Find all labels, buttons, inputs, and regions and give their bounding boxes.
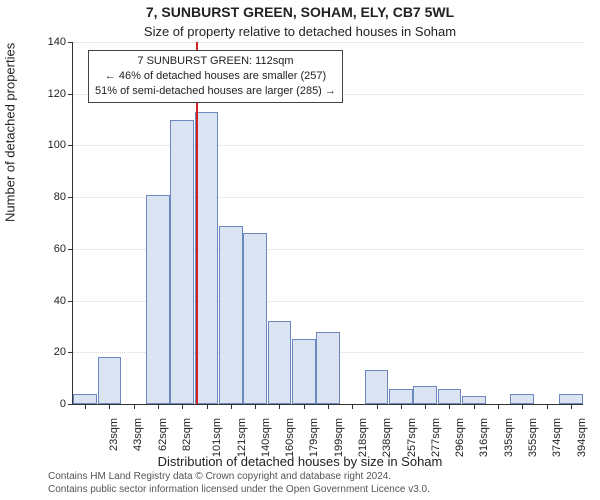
annotation-line: ← 46% of detached houses are smaller (25… bbox=[95, 69, 336, 84]
y-axis-label: Number of detached properties bbox=[3, 43, 18, 222]
attribution-line-2: Contains public sector information licen… bbox=[48, 484, 430, 497]
histogram-bar bbox=[438, 389, 462, 405]
x-tick-mark bbox=[401, 404, 402, 409]
annotation-line: 51% of semi-detached houses are larger (… bbox=[95, 84, 336, 99]
histogram-bar bbox=[243, 233, 267, 404]
histogram-bar bbox=[316, 332, 340, 404]
histogram-bar bbox=[365, 370, 389, 404]
x-tick-mark bbox=[571, 404, 572, 409]
x-tick-mark bbox=[279, 404, 280, 409]
x-tick-mark bbox=[231, 404, 232, 409]
x-tick-label: 121sqm bbox=[236, 418, 248, 457]
x-tick-label: 43sqm bbox=[132, 418, 144, 451]
x-tick-label: 277sqm bbox=[430, 418, 442, 457]
x-tick-label: 238sqm bbox=[381, 418, 393, 457]
histogram-bar bbox=[146, 195, 170, 404]
histogram-bar bbox=[413, 386, 437, 404]
x-tick-mark bbox=[522, 404, 523, 409]
histogram-bar bbox=[268, 321, 292, 404]
histogram-bar bbox=[292, 339, 316, 404]
x-tick-label: 23sqm bbox=[108, 418, 120, 451]
histogram-bar bbox=[559, 394, 583, 404]
y-tick-mark bbox=[68, 352, 73, 353]
attribution-text: Contains HM Land Registry data © Crown c… bbox=[48, 471, 430, 496]
histogram-bar bbox=[510, 394, 534, 404]
y-tick-label: 120 bbox=[36, 88, 66, 100]
x-tick-label: 335sqm bbox=[503, 418, 515, 457]
chart-container: 7, SUNBURST GREEN, SOHAM, ELY, CB7 5WL S… bbox=[0, 0, 600, 500]
x-tick-label: 140sqm bbox=[260, 418, 272, 457]
histogram-bar bbox=[170, 120, 194, 404]
x-tick-label: 101sqm bbox=[211, 418, 223, 457]
x-tick-mark bbox=[425, 404, 426, 409]
y-tick-label: 80 bbox=[36, 191, 66, 203]
x-tick-label: 160sqm bbox=[284, 418, 296, 457]
y-tick-mark bbox=[68, 249, 73, 250]
y-tick-label: 0 bbox=[36, 398, 66, 410]
x-tick-mark bbox=[449, 404, 450, 409]
x-tick-label: 394sqm bbox=[576, 418, 588, 457]
x-tick-mark bbox=[352, 404, 353, 409]
histogram-bar bbox=[195, 112, 219, 404]
annotation-box: 7 SUNBURST GREEN: 112sqm← 46% of detache… bbox=[88, 50, 343, 103]
grid-line bbox=[73, 145, 583, 146]
histogram-bar bbox=[73, 394, 97, 404]
histogram-bar bbox=[389, 389, 413, 405]
y-tick-mark bbox=[68, 404, 73, 405]
histogram-bar bbox=[462, 396, 486, 404]
x-tick-mark bbox=[182, 404, 183, 409]
x-tick-mark bbox=[328, 404, 329, 409]
y-tick-mark bbox=[68, 94, 73, 95]
y-tick-label: 20 bbox=[36, 346, 66, 358]
x-tick-label: 218sqm bbox=[357, 418, 369, 457]
x-tick-mark bbox=[207, 404, 208, 409]
chart-subtitle: Size of property relative to detached ho… bbox=[0, 24, 600, 39]
x-tick-label: 374sqm bbox=[551, 418, 563, 457]
x-tick-label: 82sqm bbox=[181, 418, 193, 451]
histogram-bar bbox=[219, 226, 243, 404]
x-tick-mark bbox=[474, 404, 475, 409]
x-tick-label: 257sqm bbox=[406, 418, 418, 457]
x-tick-mark bbox=[547, 404, 548, 409]
x-tick-label: 355sqm bbox=[527, 418, 539, 457]
x-tick-label: 296sqm bbox=[454, 418, 466, 457]
y-tick-label: 60 bbox=[36, 243, 66, 255]
grid-line bbox=[73, 42, 583, 43]
x-tick-mark bbox=[498, 404, 499, 409]
y-tick-mark bbox=[68, 197, 73, 198]
attribution-line-1: Contains HM Land Registry data © Crown c… bbox=[48, 471, 430, 484]
x-tick-mark bbox=[304, 404, 305, 409]
x-tick-mark bbox=[377, 404, 378, 409]
x-tick-mark bbox=[134, 404, 135, 409]
y-tick-label: 100 bbox=[36, 139, 66, 151]
x-tick-mark bbox=[158, 404, 159, 409]
y-tick-label: 140 bbox=[36, 36, 66, 48]
x-tick-mark bbox=[255, 404, 256, 409]
x-tick-mark bbox=[85, 404, 86, 409]
x-tick-label: 62sqm bbox=[157, 418, 169, 451]
x-tick-label: 316sqm bbox=[479, 418, 491, 457]
x-tick-mark bbox=[109, 404, 110, 409]
histogram-bar bbox=[98, 357, 122, 404]
y-tick-mark bbox=[68, 145, 73, 146]
annotation-line: 7 SUNBURST GREEN: 112sqm bbox=[95, 54, 336, 69]
chart-title: 7, SUNBURST GREEN, SOHAM, ELY, CB7 5WL bbox=[0, 4, 600, 20]
y-tick-mark bbox=[68, 42, 73, 43]
plot-area: 7 SUNBURST GREEN: 112sqm← 46% of detache… bbox=[72, 42, 583, 405]
x-tick-label: 179sqm bbox=[309, 418, 321, 457]
y-tick-label: 40 bbox=[36, 295, 66, 307]
x-tick-label: 199sqm bbox=[333, 418, 345, 457]
y-tick-mark bbox=[68, 301, 73, 302]
